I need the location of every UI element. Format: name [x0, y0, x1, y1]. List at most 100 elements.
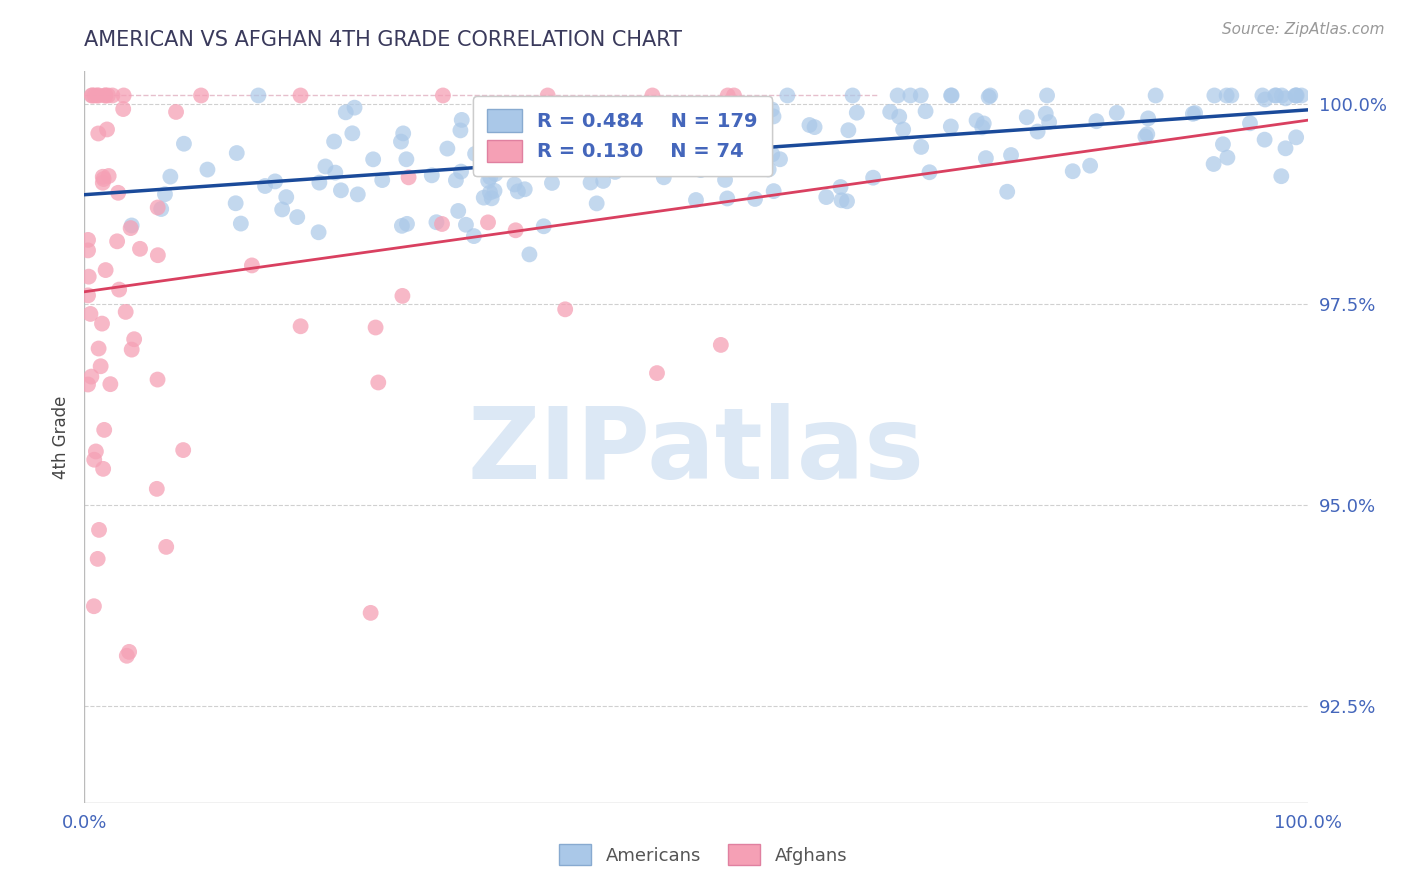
Point — [977, 90, 1000, 104]
Point — [323, 135, 346, 149]
Point — [308, 176, 330, 190]
Point — [519, 247, 541, 261]
Point — [762, 110, 785, 124]
Point — [1285, 88, 1308, 103]
Point — [1135, 129, 1157, 144]
Point — [471, 107, 494, 121]
Point — [699, 109, 721, 123]
Point — [689, 163, 711, 178]
Point — [603, 165, 626, 179]
Point — [129, 242, 152, 256]
Point — [94, 263, 117, 277]
Point — [308, 225, 330, 239]
Point — [541, 155, 564, 169]
Point — [86, 88, 108, 103]
Point — [420, 169, 443, 183]
Point — [730, 157, 752, 171]
Point — [371, 173, 394, 187]
Point — [87, 88, 110, 103]
Point — [80, 88, 103, 103]
Point — [910, 88, 932, 103]
Point — [728, 96, 751, 111]
Point — [173, 136, 195, 151]
Point — [1271, 88, 1294, 103]
Point — [966, 113, 988, 128]
Point — [91, 462, 114, 476]
Point — [82, 88, 104, 103]
Point — [1137, 112, 1160, 126]
Point — [512, 126, 534, 140]
Point — [714, 173, 737, 187]
Point — [481, 191, 503, 205]
Point — [93, 172, 115, 186]
Point — [392, 127, 415, 141]
Point — [776, 88, 799, 103]
Point — [391, 219, 413, 233]
Point — [323, 166, 346, 180]
Legend: R = 0.484    N = 179, R = 0.130    N = 74: R = 0.484 N = 179, R = 0.130 N = 74 — [474, 95, 772, 176]
Point — [108, 283, 131, 297]
Point — [713, 161, 735, 175]
Point — [247, 88, 270, 103]
Point — [541, 129, 564, 144]
Point — [918, 165, 941, 179]
Point — [447, 204, 470, 219]
Point — [346, 187, 368, 202]
Point — [1284, 88, 1306, 103]
Point — [343, 101, 366, 115]
Point — [84, 444, 107, 458]
Point — [314, 160, 336, 174]
Point — [973, 116, 995, 130]
Point — [153, 187, 176, 202]
Point — [1184, 106, 1206, 120]
Point — [225, 196, 247, 211]
Point — [585, 110, 607, 124]
Point — [758, 162, 780, 177]
Point — [841, 88, 863, 103]
Point — [83, 452, 105, 467]
Point — [290, 319, 312, 334]
Point — [449, 123, 471, 137]
Point — [506, 185, 529, 199]
Point — [671, 129, 693, 144]
Point — [114, 305, 136, 319]
Point — [742, 117, 765, 131]
Point — [391, 289, 413, 303]
Point — [602, 157, 624, 171]
Point — [112, 102, 135, 116]
Point — [685, 193, 707, 207]
Point — [706, 118, 728, 132]
Point — [641, 88, 664, 103]
Point — [93, 423, 115, 437]
Point — [367, 376, 389, 390]
Point — [568, 114, 591, 128]
Point — [939, 88, 962, 103]
Point — [91, 176, 114, 190]
Point — [830, 194, 852, 208]
Point — [592, 158, 614, 172]
Point — [1291, 88, 1313, 103]
Point — [454, 218, 477, 232]
Point — [83, 599, 105, 614]
Point — [533, 219, 555, 234]
Point — [631, 128, 654, 142]
Point — [450, 164, 472, 178]
Point — [479, 170, 502, 185]
Point — [1038, 115, 1060, 129]
Point — [658, 133, 681, 147]
Point — [254, 179, 277, 194]
Point — [150, 202, 173, 216]
Text: Source: ZipAtlas.com: Source: ZipAtlas.com — [1222, 22, 1385, 37]
Text: ZIPatlas: ZIPatlas — [468, 403, 924, 500]
Point — [77, 269, 100, 284]
Point — [1215, 88, 1237, 103]
Point — [361, 153, 384, 167]
Point — [1062, 164, 1084, 178]
Point — [761, 103, 783, 117]
Point — [710, 338, 733, 352]
Point — [121, 219, 143, 233]
Point — [1015, 110, 1038, 124]
Point — [172, 443, 194, 458]
Point — [120, 221, 142, 235]
Point — [91, 169, 114, 184]
